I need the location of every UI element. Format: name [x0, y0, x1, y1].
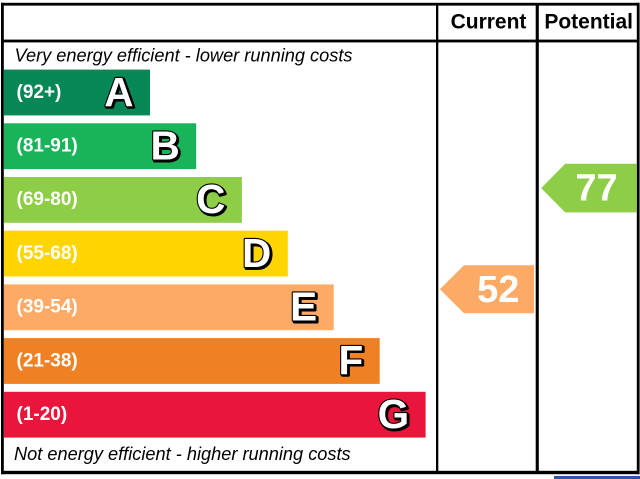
svg-text:Current: Current	[451, 11, 527, 34]
svg-text:B: B	[152, 124, 181, 170]
svg-text:77: 77	[575, 168, 617, 210]
svg-text:Potential: Potential	[544, 11, 633, 34]
svg-text:(69-80): (69-80)	[17, 189, 78, 210]
svg-text:(92+): (92+)	[17, 82, 62, 103]
svg-text:(81-91): (81-91)	[17, 136, 78, 157]
svg-text:Not energy efficient - higher: Not energy efficient - higher running co…	[14, 444, 351, 464]
svg-text:52: 52	[477, 269, 519, 311]
svg-text:G: G	[378, 391, 410, 437]
svg-text:A: A	[106, 70, 135, 116]
svg-text:Very energy efficient - lower: Very energy efficient - lower running co…	[15, 46, 353, 66]
svg-text:E: E	[292, 285, 319, 331]
svg-text:D: D	[243, 231, 272, 277]
svg-text:C: C	[196, 176, 225, 222]
svg-text:C: C	[198, 178, 227, 224]
svg-text:A: A	[104, 69, 133, 115]
svg-text:D: D	[242, 230, 271, 276]
svg-text:(55-68): (55-68)	[17, 243, 78, 264]
svg-text:E: E	[290, 284, 317, 330]
svg-text:B: B	[150, 123, 179, 169]
svg-text:G: G	[379, 392, 411, 438]
svg-text:(1-20): (1-20)	[17, 404, 68, 425]
svg-text:F: F	[340, 339, 365, 385]
svg-text:F: F	[338, 337, 363, 383]
svg-text:(21-38): (21-38)	[17, 350, 78, 371]
svg-text:(39-54): (39-54)	[17, 297, 78, 318]
